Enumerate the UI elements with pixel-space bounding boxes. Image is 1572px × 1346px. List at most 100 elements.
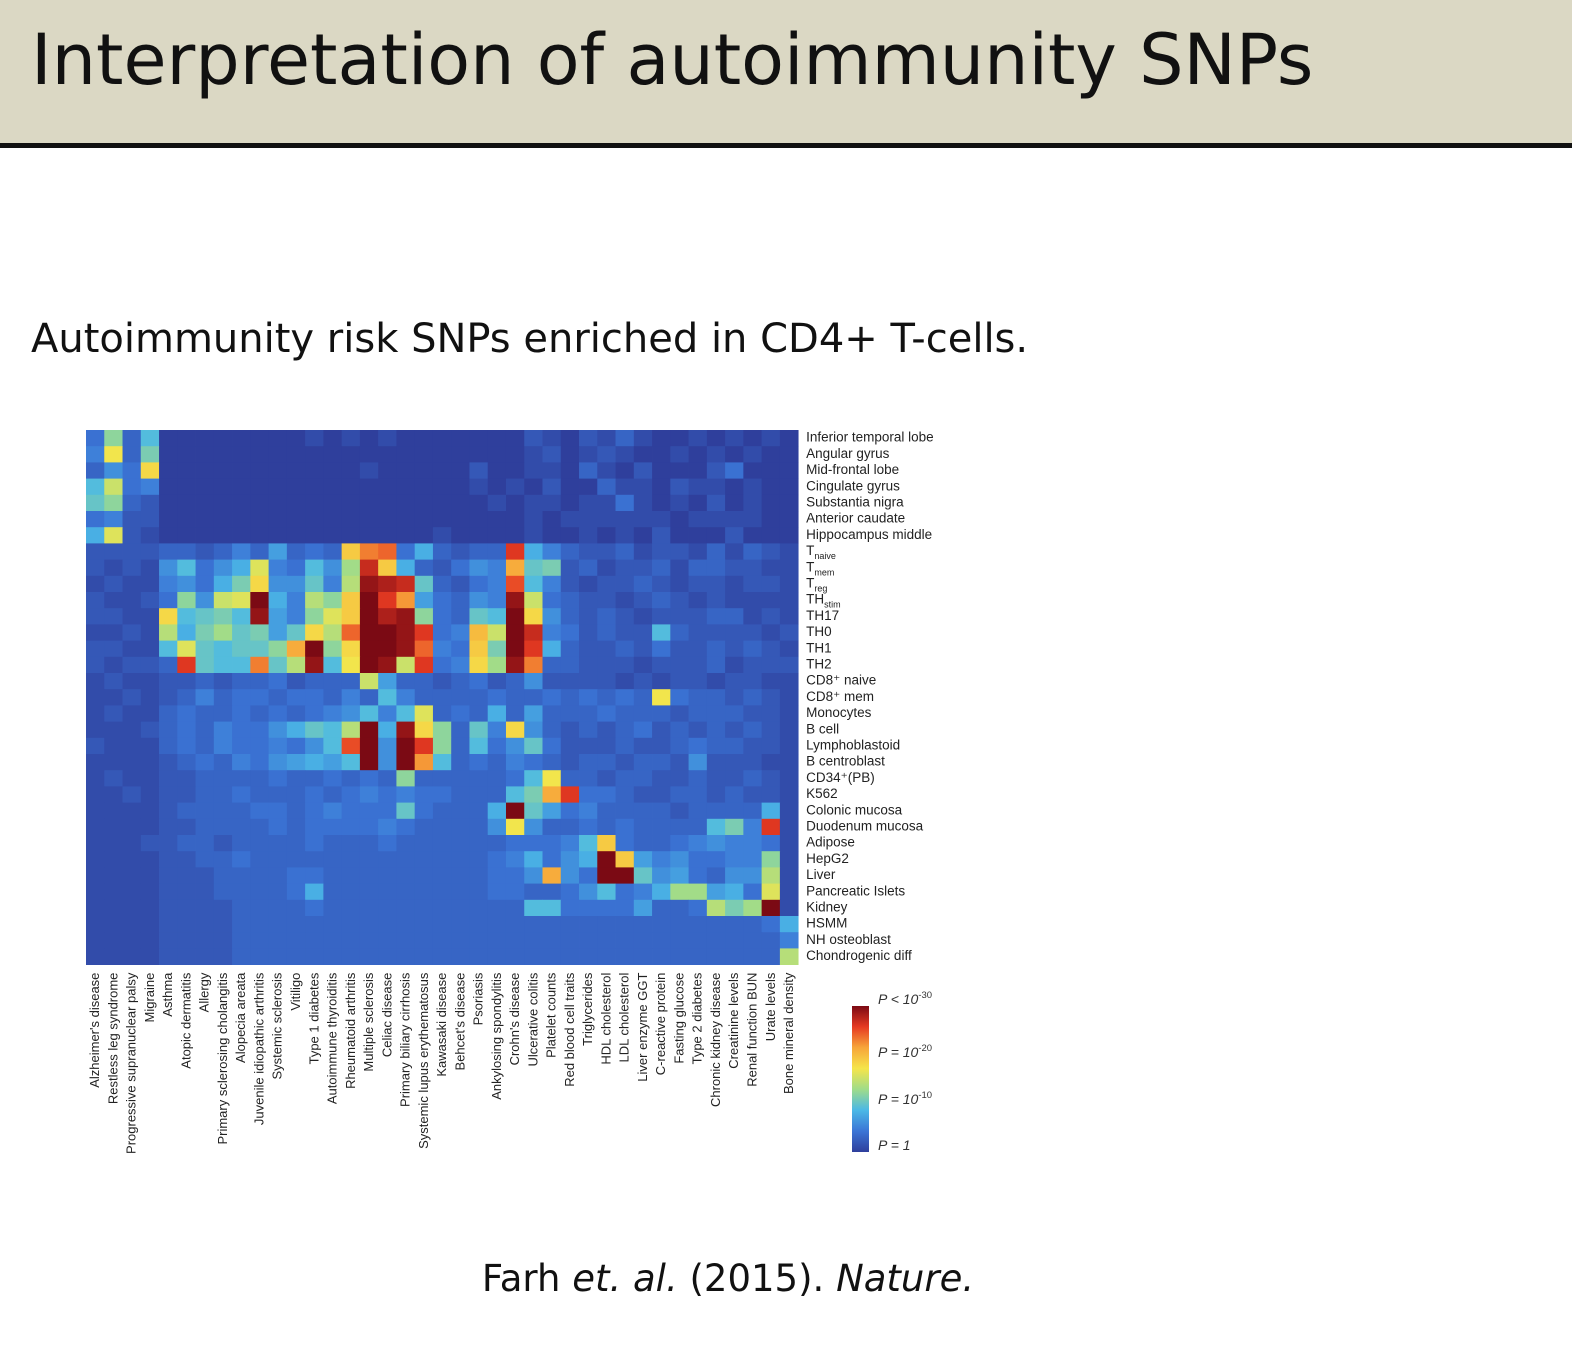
heatmap-cell	[524, 786, 543, 803]
heatmap-cell	[633, 446, 653, 463]
heatmap-cell	[469, 948, 489, 965]
heatmap-cell	[359, 494, 379, 512]
heatmap-cell	[688, 673, 708, 690]
heatmap-cell	[268, 835, 288, 852]
heatmap-cell	[560, 446, 580, 463]
heatmap-cell	[706, 559, 726, 577]
heatmap-cell	[195, 575, 215, 593]
heatmap-cell	[396, 835, 416, 852]
heatmap-cell	[670, 511, 689, 528]
heatmap-cell	[177, 721, 196, 739]
heatmap-cell	[359, 430, 379, 447]
heatmap-cell	[597, 494, 616, 512]
heatmap-cell	[615, 511, 635, 528]
heatmap-cell	[86, 673, 105, 690]
heatmap-cell	[579, 462, 598, 479]
heatmap-cell	[670, 527, 689, 544]
heatmap-cell	[159, 559, 178, 577]
heatmap-cell	[633, 511, 653, 528]
heatmap-cell	[432, 543, 452, 560]
heatmap-cell	[542, 867, 562, 884]
column-label: Platelet counts	[544, 972, 559, 1058]
heatmap-cell	[451, 851, 470, 868]
heatmap-cell	[615, 462, 635, 479]
heatmap-cell	[359, 559, 379, 577]
heatmap-cell	[213, 948, 233, 965]
heatmap-cell	[323, 640, 343, 658]
heatmap-cell	[268, 689, 288, 706]
row-label: CD8⁺ mem	[806, 689, 874, 704]
heatmap-cell	[232, 624, 251, 641]
heatmap-cell	[725, 575, 744, 593]
heatmap-cell	[487, 462, 507, 479]
heatmap-cell	[615, 737, 635, 755]
heatmap-cell	[195, 932, 215, 949]
heatmap-cell	[615, 575, 635, 593]
heatmap-cell	[159, 737, 178, 755]
heatmap-cell	[597, 835, 616, 852]
heatmap-cell	[250, 721, 269, 739]
column-label: Crohn's disease	[507, 973, 522, 1066]
heatmap-cell	[688, 851, 708, 868]
heatmap-cell	[743, 527, 763, 544]
heatmap-cell	[122, 786, 142, 803]
heatmap-cell	[195, 705, 215, 722]
heatmap-cell	[213, 770, 233, 787]
heatmap-cell	[670, 754, 689, 771]
heatmap-cell	[542, 478, 562, 496]
heatmap-cell	[542, 689, 562, 706]
heatmap-cell	[688, 721, 708, 739]
heatmap-cell	[341, 802, 361, 820]
heatmap-cell	[414, 559, 434, 577]
column-label: Behcet's disease	[452, 973, 467, 1071]
heatmap-cell	[359, 543, 379, 560]
heatmap-cell	[104, 478, 123, 496]
heatmap-cell	[779, 721, 799, 739]
heatmap-cell	[213, 624, 233, 641]
heatmap-cell	[725, 543, 744, 560]
heatmap-cell	[633, 932, 653, 949]
heatmap-cell	[505, 948, 525, 965]
heatmap-cell	[688, 802, 708, 820]
heatmap-cell	[505, 511, 525, 528]
heatmap-cell	[524, 932, 543, 949]
heatmap-cell	[761, 948, 781, 965]
heatmap-cell	[560, 932, 580, 949]
heatmap-cell	[195, 721, 215, 739]
heatmap-cell	[597, 916, 616, 933]
heatmap-cell	[725, 770, 744, 787]
heatmap-cell	[542, 721, 562, 739]
heatmap-cell	[250, 430, 269, 447]
heatmap-cell	[177, 932, 196, 949]
heatmap-cell	[213, 673, 233, 690]
heatmap-cell	[286, 802, 306, 820]
heatmap-cell	[615, 867, 635, 884]
heatmap-cell	[579, 559, 598, 577]
heatmap-cell	[104, 818, 123, 836]
heatmap-cell	[505, 592, 525, 609]
heatmap-cell	[652, 770, 671, 787]
heatmap-cell	[213, 721, 233, 739]
heatmap-cell	[323, 511, 343, 528]
heatmap-cell	[505, 835, 525, 852]
heatmap-cell	[597, 883, 616, 901]
heatmap-cell	[140, 624, 160, 641]
heatmap-cell	[761, 624, 781, 641]
heatmap-cell	[86, 494, 105, 512]
row-label: K562	[806, 786, 838, 801]
heatmap-cell	[159, 932, 178, 949]
heatmap-cell	[579, 575, 598, 593]
heatmap-cell	[86, 867, 105, 884]
heatmap-cell	[670, 494, 689, 512]
heatmap-cell	[159, 446, 178, 463]
heatmap-cell	[250, 446, 269, 463]
heatmap-cell	[122, 446, 142, 463]
heatmap-cell	[250, 899, 269, 917]
heatmap-cell	[359, 624, 379, 641]
heatmap-cell	[86, 640, 105, 658]
heatmap-cell	[250, 948, 269, 965]
heatmap-cell	[396, 640, 416, 658]
heatmap-cell	[524, 592, 543, 609]
heatmap-cell	[524, 721, 543, 739]
